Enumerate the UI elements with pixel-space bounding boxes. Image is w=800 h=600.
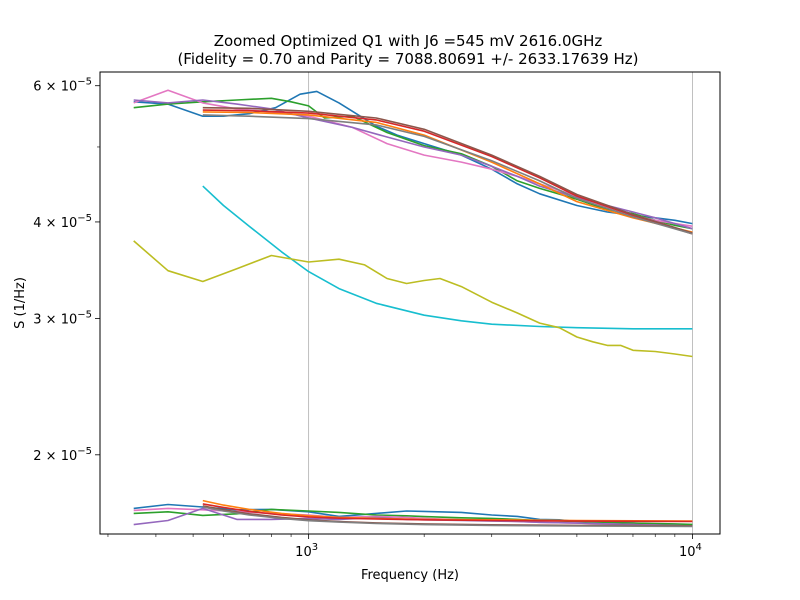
y-axis-ticks: 2 × 10−53 × 10−54 × 10−56 × 10−5 [33, 77, 100, 464]
x-tick-exponent: 4 [695, 542, 701, 553]
y-tick-mantissa: 3 [33, 313, 41, 328]
y-tick-exponent: −5 [77, 77, 92, 88]
series-line-10 [133, 240, 693, 358]
y-tick-mantissa: 4 [33, 216, 41, 231]
plot-frame [99, 71, 721, 535]
y-axis-label: S (1/Hz) [13, 277, 28, 329]
y-tick-times: × [42, 449, 61, 464]
y-tick-base: 10 [61, 80, 78, 95]
series-line-9 [202, 185, 693, 330]
grid-lines [308, 72, 693, 534]
y-tick-mantissa: 2 [33, 449, 41, 464]
y-tick-exponent: −5 [77, 310, 92, 321]
x-tick-base: 10 [679, 545, 696, 560]
y-tick-label: 4 × 10−5 [33, 213, 92, 231]
x-tick-base: 10 [295, 545, 312, 560]
y-tick-base: 10 [61, 313, 78, 328]
x-tick-label: 103 [295, 542, 318, 560]
series-line-7 [202, 106, 693, 234]
x-tick-label: 104 [679, 542, 702, 560]
y-tick-exponent: −5 [77, 213, 92, 224]
y-tick-label: 2 × 10−5 [33, 446, 92, 464]
y-tick-mantissa: 6 [33, 80, 41, 95]
chart-title-line1: Zoomed Optimized Q1 with J6 =545 mV 2616… [214, 32, 603, 50]
y-tick-times: × [42, 313, 61, 328]
x-axis-label: Frequency (Hz) [361, 568, 459, 583]
series-group [133, 89, 693, 528]
y-tick-times: × [42, 216, 61, 231]
series-line-1 [133, 90, 693, 225]
y-tick-times: × [42, 80, 61, 95]
y-tick-label: 6 × 10−5 [33, 77, 92, 95]
series-line-4 [133, 99, 693, 230]
x-axis-ticks: 103 104 [107, 534, 702, 560]
series-line-16 [202, 503, 693, 523]
y-tick-exponent: −5 [77, 446, 92, 457]
x-tick-exponent: 3 [312, 542, 318, 553]
series-line-18 [202, 506, 693, 528]
y-tick-base: 10 [61, 216, 78, 231]
series-line-6 [202, 109, 693, 235]
y-tick-base: 10 [61, 449, 78, 464]
y-tick-label: 3 × 10−5 [33, 310, 92, 328]
chart-title-line2: (Fidelity = 0.70 and Parity = 7088.80691… [177, 50, 638, 68]
series-line-5 [202, 111, 693, 233]
series-line-8 [202, 114, 693, 235]
